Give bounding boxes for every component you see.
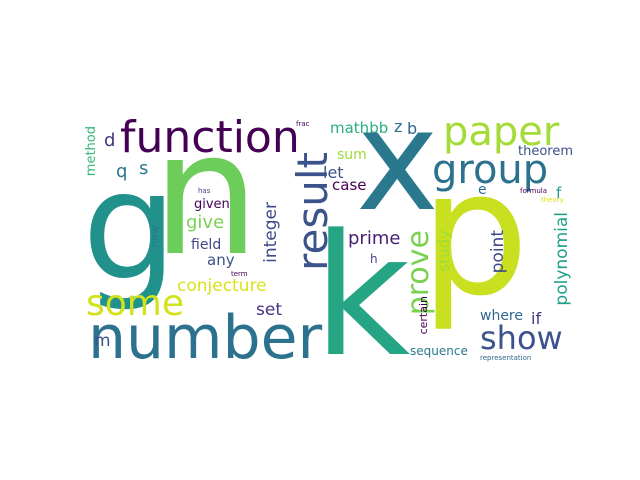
word-k: k — [313, 198, 411, 394]
word-theorem: theorem — [518, 144, 574, 159]
word-d: d — [104, 130, 116, 151]
word-z: z — [394, 117, 403, 136]
word-prime: prime — [348, 228, 401, 249]
word-give: give — [186, 212, 225, 233]
word-m: m — [94, 331, 111, 351]
word-if: if — [531, 309, 542, 328]
word-term: term — [231, 270, 248, 278]
word-theory: theory — [541, 196, 564, 204]
word-g: g — [82, 140, 178, 314]
word-polynomial: polynomial — [552, 212, 572, 306]
word-group: group — [432, 147, 549, 193]
word-sequence: sequence — [410, 344, 468, 358]
word-f: f — [556, 184, 562, 202]
word-representation: representation — [480, 354, 532, 362]
word-some: some — [86, 283, 184, 324]
word-paper: paper — [443, 109, 560, 155]
word-n: n — [152, 96, 260, 294]
word-formula: formula — [520, 187, 547, 195]
word-certain: certain — [417, 296, 430, 335]
word-method: method — [84, 126, 99, 177]
word-field: field — [191, 237, 222, 253]
word-b: b — [407, 119, 418, 138]
word-sum: sum — [337, 147, 367, 163]
word-number: number — [88, 303, 323, 373]
word-x: x — [356, 80, 439, 243]
word-case: case — [332, 176, 367, 194]
word-any: any — [207, 251, 235, 269]
word-given: given — [194, 197, 230, 212]
word-s: s — [139, 158, 149, 179]
word-where: where — [480, 308, 523, 324]
word-has: has — [198, 187, 211, 195]
word-show: show — [480, 319, 563, 357]
word-e: e — [478, 182, 487, 198]
word-conjecture: conjecture — [177, 276, 267, 296]
word-frac: frac — [296, 120, 310, 128]
word-new: new — [148, 225, 161, 248]
word-p: p — [420, 133, 530, 334]
word-function: function — [120, 112, 300, 163]
word-study: study — [435, 230, 453, 272]
word-point: point — [488, 230, 508, 274]
word-integer: integer — [261, 202, 281, 263]
word-h: h — [370, 252, 378, 266]
word-q: q — [116, 161, 128, 182]
word-let: let — [323, 163, 344, 182]
word-mathbb: mathbb — [330, 119, 389, 137]
word-set: set — [256, 300, 282, 320]
